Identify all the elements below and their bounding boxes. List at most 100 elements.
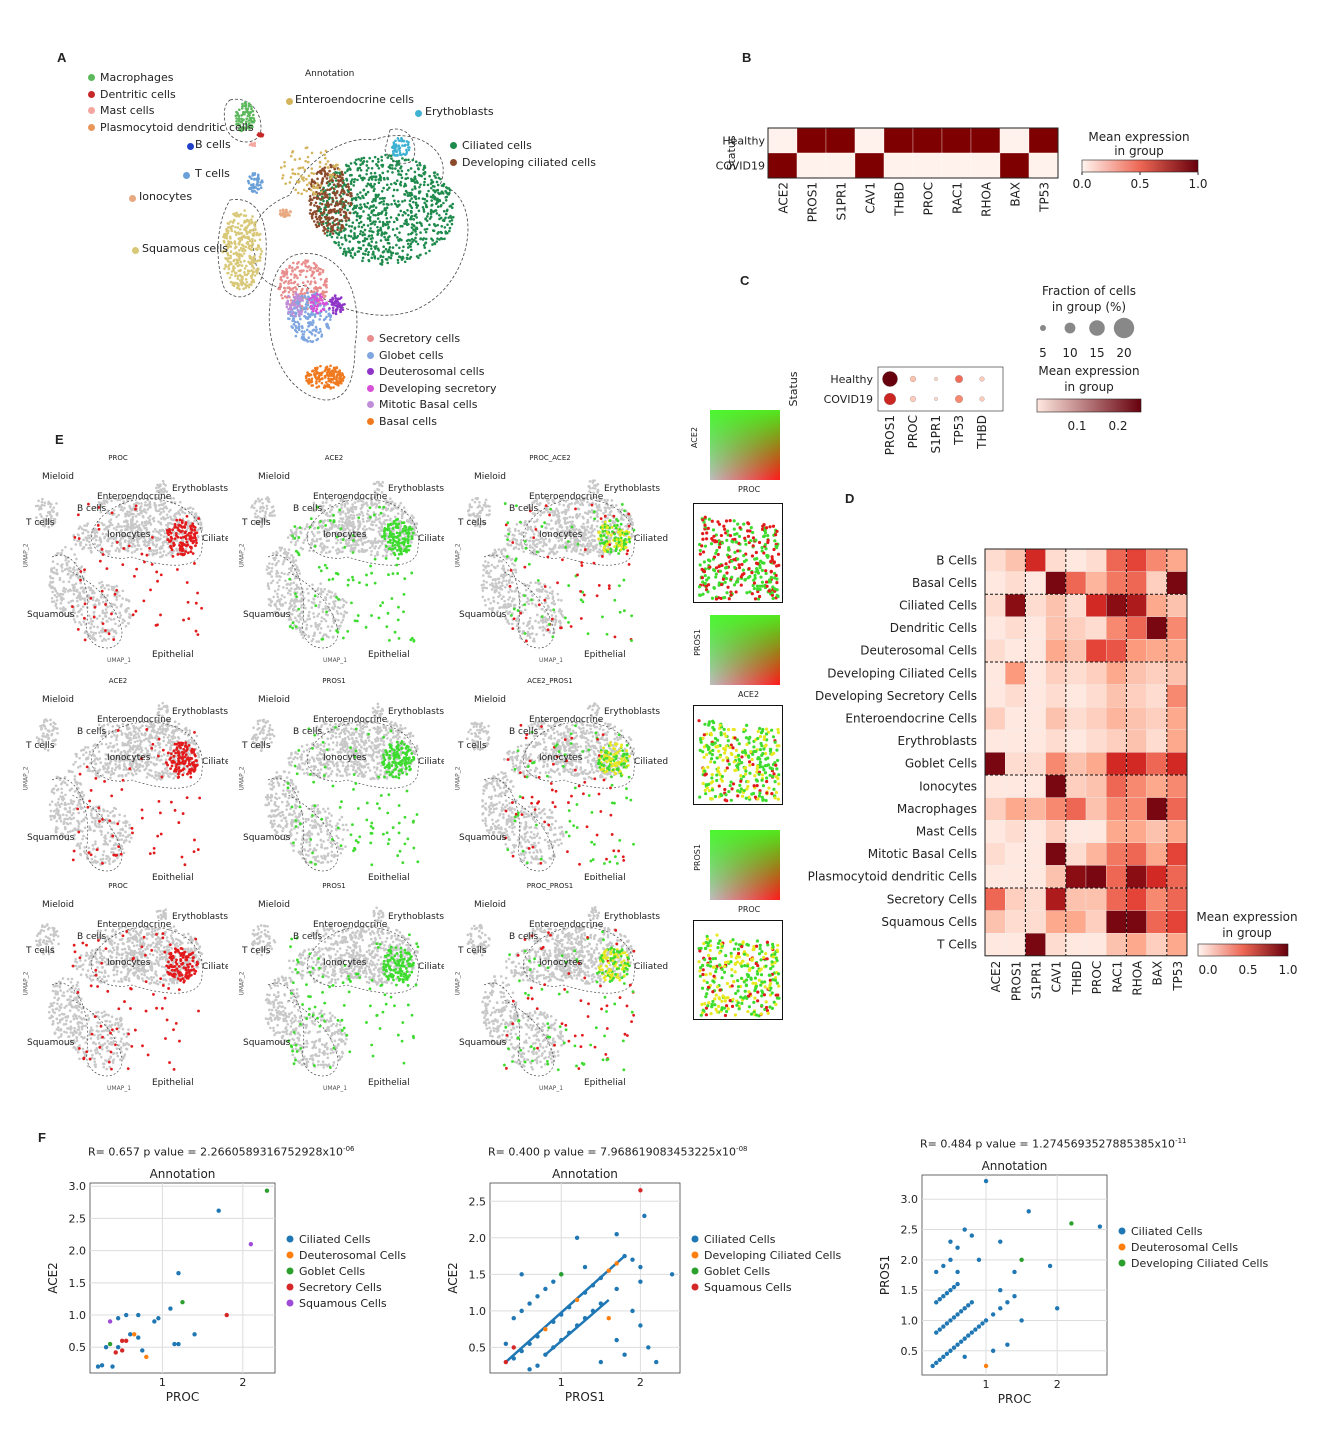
cell-point bbox=[367, 250, 370, 254]
heat-cell bbox=[1085, 639, 1107, 663]
expr-cell bbox=[185, 581, 189, 584]
cell-point bbox=[315, 370, 319, 374]
background-cell bbox=[149, 549, 153, 553]
cell-point bbox=[313, 334, 317, 337]
background-cell bbox=[356, 499, 360, 503]
background-cell bbox=[197, 535, 200, 539]
background-cell bbox=[312, 634, 315, 638]
cell-point bbox=[249, 256, 253, 260]
background-cell bbox=[123, 524, 127, 528]
background-cell bbox=[276, 581, 279, 584]
cell-point bbox=[295, 288, 298, 291]
background-cell bbox=[137, 502, 141, 505]
size-legend-tick: 10 bbox=[1062, 346, 1077, 360]
background-cell bbox=[112, 585, 116, 589]
cell-point bbox=[333, 382, 337, 385]
cell-point bbox=[382, 200, 386, 203]
heat-cell bbox=[1126, 933, 1147, 956]
cell-point bbox=[362, 160, 366, 163]
heat-cell bbox=[1005, 729, 1026, 753]
cell-point bbox=[293, 296, 297, 299]
cell-point bbox=[440, 231, 444, 235]
background-cell bbox=[341, 520, 344, 524]
cell-point bbox=[236, 226, 240, 229]
background-cell bbox=[52, 566, 56, 570]
background-cell bbox=[155, 509, 159, 513]
background-cell bbox=[389, 517, 392, 521]
cell-point bbox=[381, 260, 384, 264]
cell-point bbox=[397, 255, 401, 258]
cell-point bbox=[321, 167, 324, 171]
expr-cell bbox=[194, 601, 198, 605]
background-cell bbox=[338, 520, 341, 523]
cell-point bbox=[323, 170, 327, 173]
background-cell bbox=[75, 599, 79, 603]
heat-cell bbox=[1126, 684, 1147, 708]
cell-point bbox=[341, 308, 345, 311]
cell-point bbox=[312, 172, 316, 175]
heat-cell bbox=[1045, 729, 1066, 753]
background-cell bbox=[62, 580, 65, 584]
cell-point bbox=[313, 315, 317, 319]
cell-point bbox=[336, 298, 339, 301]
cell-point bbox=[241, 119, 244, 122]
background-cell bbox=[326, 532, 330, 536]
background-cell bbox=[106, 605, 109, 609]
heat-cell bbox=[1085, 910, 1107, 934]
background-cell bbox=[157, 486, 161, 489]
background-cell bbox=[308, 549, 311, 552]
background-cell bbox=[154, 539, 158, 542]
cell-point bbox=[279, 285, 283, 288]
heat-cell bbox=[1085, 887, 1107, 911]
cell-point bbox=[444, 198, 448, 202]
background-cell bbox=[152, 516, 156, 520]
background-cell bbox=[88, 614, 91, 617]
cell-point bbox=[249, 247, 252, 251]
cell-point bbox=[335, 366, 339, 370]
background-cell bbox=[289, 540, 293, 544]
cell-point bbox=[403, 144, 407, 148]
background-cell bbox=[277, 608, 281, 611]
cell-point bbox=[346, 183, 350, 186]
legend-dot bbox=[88, 90, 95, 98]
background-cell bbox=[98, 543, 102, 547]
cell-point bbox=[362, 188, 366, 192]
cell-point bbox=[374, 247, 377, 250]
cell-point bbox=[430, 204, 433, 207]
heat-cell bbox=[1065, 887, 1087, 911]
cell-point bbox=[401, 213, 405, 217]
cell-point bbox=[245, 117, 248, 121]
background-cell bbox=[199, 521, 202, 524]
cell-point bbox=[327, 216, 331, 219]
background-cell bbox=[370, 549, 373, 553]
cell-point bbox=[244, 107, 248, 110]
cell-point bbox=[369, 205, 373, 208]
legend-item: Globet cells bbox=[367, 349, 444, 362]
cell-point bbox=[318, 304, 322, 307]
background-cell bbox=[93, 591, 96, 595]
heat-cell bbox=[1126, 865, 1147, 889]
background-cell bbox=[121, 618, 125, 621]
heat-cell bbox=[1106, 571, 1127, 595]
cell-point bbox=[374, 245, 378, 248]
background-cell bbox=[155, 543, 159, 547]
cell-point bbox=[287, 308, 290, 311]
background-cell bbox=[153, 535, 157, 539]
cell-point bbox=[290, 281, 293, 285]
background-cell bbox=[289, 566, 293, 570]
expr-cell bbox=[186, 533, 189, 537]
cell-point bbox=[255, 177, 259, 181]
cell-point bbox=[312, 191, 315, 194]
cell-point bbox=[314, 186, 317, 190]
cell-point bbox=[450, 216, 453, 220]
background-cell bbox=[165, 513, 169, 516]
cell-point bbox=[236, 277, 240, 280]
cell-point bbox=[329, 299, 333, 302]
cell-point bbox=[332, 183, 336, 186]
cell-point bbox=[305, 189, 308, 193]
legend-dot bbox=[415, 110, 422, 117]
background-cell bbox=[345, 518, 348, 522]
background-cell bbox=[408, 517, 412, 521]
background-cell bbox=[372, 503, 375, 506]
cell-point bbox=[354, 158, 358, 162]
